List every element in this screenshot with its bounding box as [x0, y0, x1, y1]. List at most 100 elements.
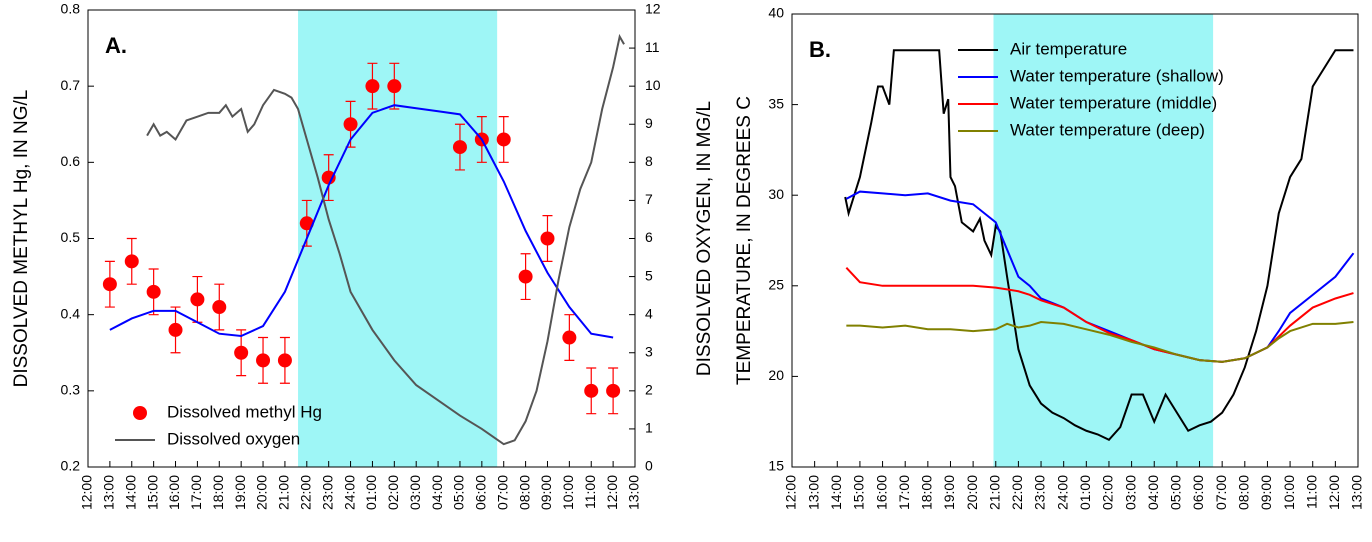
- y2-tick-label: 0: [645, 458, 653, 474]
- x-tick-label: 24:00: [341, 475, 357, 510]
- panel-label: B.: [809, 37, 831, 62]
- x-tick-label: 07:00: [494, 475, 510, 510]
- y-tick-label: 20: [768, 367, 784, 383]
- y-tick-label: 0.8: [61, 1, 81, 17]
- y-axis-title: TEMPERATURE, IN DEGREES C: [734, 96, 755, 385]
- y-tick-label: 25: [768, 277, 784, 293]
- legend-label: Water temperature (middle): [1010, 93, 1217, 112]
- x-tick-label: 20:00: [964, 475, 980, 510]
- x-tick-label: 21:00: [276, 475, 292, 510]
- x-tick-label: 09:00: [1258, 475, 1274, 510]
- panel-label: A.: [105, 33, 127, 58]
- y-tick-label: 30: [768, 186, 784, 202]
- plot-frame: [791, 13, 1359, 468]
- x-tick-label: 22:00: [298, 475, 314, 510]
- x-tick-label: 24:00: [1054, 475, 1070, 510]
- x-tick-label: 02:00: [1100, 475, 1116, 510]
- data-point: [146, 284, 161, 299]
- legend-marker: [133, 406, 147, 420]
- x-tick-label: 01:00: [1077, 475, 1093, 510]
- x-tick-label: 04:00: [1145, 475, 1161, 510]
- data-point: [256, 353, 271, 368]
- data-point: [584, 383, 599, 398]
- y2-tick-label: 5: [645, 267, 653, 283]
- data-line: [846, 321, 1354, 363]
- x-tick-label: 09:00: [538, 475, 554, 510]
- x-tick-label: 13:00: [805, 475, 821, 510]
- x-tick-label: 18:00: [919, 475, 935, 510]
- data-point: [387, 79, 402, 94]
- x-tick-label: 06:00: [1190, 475, 1206, 510]
- x-tick-label: 01:00: [363, 475, 379, 510]
- data-point: [343, 117, 358, 132]
- x-tick-label: 12:00: [79, 475, 95, 510]
- y2-tick-label: 7: [645, 191, 653, 207]
- y-tick-label: 0.2: [61, 458, 81, 474]
- y-tick-label: 35: [768, 95, 784, 111]
- x-tick-label: 04:00: [429, 475, 445, 510]
- data-point: [321, 170, 336, 185]
- data-point: [102, 277, 117, 292]
- data-point: [190, 292, 205, 307]
- x-tick-label: 12:00: [604, 475, 620, 510]
- legend-label: Air temperature: [1010, 39, 1127, 58]
- x-tick-label: 21:00: [986, 475, 1002, 510]
- y2-tick-label: 10: [645, 77, 661, 93]
- x-tick-label: 02:00: [385, 475, 401, 510]
- data-point: [452, 140, 467, 155]
- night-shading: [298, 10, 498, 467]
- x-tick-label: 17:00: [188, 475, 204, 510]
- x-tick-label: 11:00: [1303, 475, 1319, 509]
- legend-label: Dissolved methyl Hg: [167, 402, 322, 421]
- y2-tick-label: 12: [645, 1, 661, 17]
- data-point: [606, 383, 621, 398]
- data-point: [124, 254, 139, 269]
- x-tick-label: 14:00: [122, 475, 138, 510]
- x-tick-label: 03:00: [1122, 475, 1138, 510]
- x-tick-label: 23:00: [1032, 475, 1048, 510]
- x-tick-label: 07:00: [1213, 475, 1229, 510]
- y-tick-label: 0.4: [61, 305, 81, 321]
- x-tick-label: 20:00: [254, 475, 270, 510]
- x-tick-label: 12:00: [783, 475, 799, 510]
- x-tick-label: 13:00: [101, 475, 117, 510]
- y2-tick-label: 2: [645, 382, 653, 398]
- x-tick-label: 12:00: [1326, 475, 1342, 510]
- y2-tick-label: 4: [645, 305, 653, 321]
- y-tick-label: 15: [768, 458, 784, 474]
- y2-tick-label: 1: [645, 420, 653, 436]
- x-tick-label: 08:00: [1236, 475, 1252, 510]
- x-tick-label: 13:00: [626, 475, 642, 510]
- data-point: [562, 330, 577, 345]
- data-point: [277, 353, 292, 368]
- x-tick-label: 16:00: [873, 475, 889, 510]
- night-shading: [993, 14, 1214, 467]
- x-tick-label: 15:00: [851, 475, 867, 510]
- x-tick-label: 13:00: [1349, 475, 1365, 510]
- data-line: [146, 33, 625, 446]
- data-point: [518, 269, 533, 284]
- y2-tick-label: 11: [645, 39, 660, 55]
- x-tick-label: 14:00: [828, 475, 844, 510]
- x-tick-label: 18:00: [210, 475, 226, 510]
- y2-axis-title: DISSOLVED OXYGEN, IN MG/L: [694, 101, 715, 376]
- x-tick-label: 10:00: [1281, 475, 1297, 510]
- x-tick-label: 19:00: [941, 475, 957, 510]
- y2-tick-label: 8: [645, 153, 653, 169]
- y-tick-label: 0.3: [61, 382, 81, 398]
- y-tick-label: 0.7: [61, 77, 81, 93]
- y-axis-title: DISSOLVED METHYL Hg, IN NG/L: [11, 90, 32, 388]
- x-tick-label: 08:00: [516, 475, 532, 510]
- legend-label: Water temperature (shallow): [1010, 66, 1224, 85]
- x-tick-label: 06:00: [473, 475, 489, 510]
- x-tick-label: 05:00: [451, 475, 467, 510]
- x-tick-label: 17:00: [896, 475, 912, 510]
- plot-frame: [87, 9, 636, 468]
- data-point: [212, 300, 227, 315]
- y2-tick-label: 3: [645, 343, 653, 359]
- legend-label: Water temperature (deep): [1010, 120, 1205, 139]
- x-tick-label: 22:00: [1009, 475, 1025, 510]
- data-point: [496, 132, 511, 147]
